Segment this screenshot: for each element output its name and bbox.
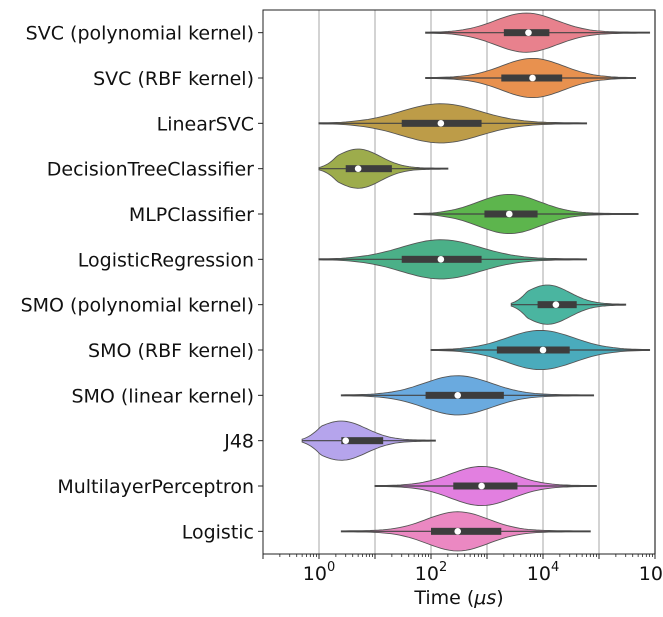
x-tick-base: 10: [303, 563, 327, 585]
category-label: J48: [223, 431, 254, 453]
category-label: SMO (RBF kernel): [88, 340, 254, 362]
category-label: SVC (RBF kernel): [93, 68, 254, 90]
category-label: SMO (polynomial kernel): [21, 295, 254, 317]
violin-median: [529, 74, 536, 82]
violin-median: [354, 165, 362, 172]
x-tick-exponent: 4: [551, 560, 559, 575]
category-label: SVC (polynomial kernel): [26, 23, 254, 45]
category-label: MultilayerPerceptron: [57, 476, 254, 498]
x-axis-title: Time (μs): [413, 587, 503, 609]
x-tick-label: 106: [639, 560, 663, 585]
x-tick-label: 102: [415, 560, 447, 585]
violin-median: [437, 120, 445, 127]
violin-iqr-box: [453, 482, 518, 490]
category-label: MLPClassifier: [129, 204, 254, 226]
violin-iqr-box: [425, 391, 504, 399]
x-tick-exponent: 0: [327, 560, 335, 575]
violin-iqr-box: [341, 437, 384, 445]
violin-median: [454, 392, 462, 399]
violin-median: [342, 437, 350, 444]
x-tick-exponent: 2: [439, 560, 447, 575]
violin-iqr-box: [496, 346, 570, 354]
category-label: LogisticRegression: [78, 249, 254, 271]
violin-median: [454, 528, 462, 535]
plot-frame: [262, 9, 656, 555]
x-tick-base: 10: [527, 563, 551, 585]
violin-iqr-box: [345, 165, 392, 173]
violin-median: [539, 346, 547, 354]
x-axis-title-close: ): [496, 587, 503, 609]
x-tick-base: 10: [639, 563, 663, 585]
category-label: Logistic: [182, 521, 254, 543]
violin-iqr-box: [431, 527, 502, 535]
violin-median: [437, 256, 445, 263]
x-axis-title-base: Time (: [413, 587, 474, 609]
violin-median: [478, 482, 485, 490]
x-tick-label: 104: [527, 560, 559, 585]
violin-median: [525, 29, 532, 36]
x-tick-label: 100: [303, 560, 335, 585]
category-label: LinearSVC: [157, 113, 254, 135]
violin-median: [505, 210, 513, 218]
x-tick-base: 10: [415, 563, 439, 585]
category-label: DecisionTreeClassifier: [47, 159, 254, 181]
category-labels: SVC (polynomial kernel) SVC (RBF kernel) L…: [21, 23, 263, 543]
x-axis-ticks: 100102104106: [262, 554, 663, 585]
category-label: SMO (linear kernel): [71, 385, 254, 407]
x-axis-title-unit: μs: [473, 587, 496, 609]
violin-median: [552, 301, 560, 308]
violins: [301, 12, 651, 552]
